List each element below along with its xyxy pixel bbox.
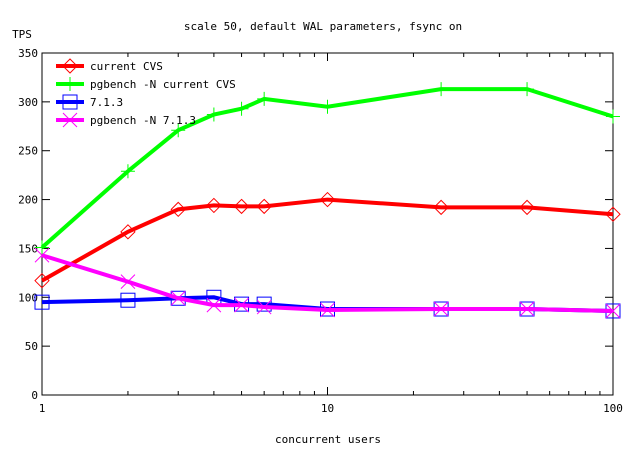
- cross-marker: [256, 299, 272, 315]
- diamond-marker: [170, 201, 186, 218]
- y-tick-label: 300: [18, 96, 38, 109]
- cross-marker: [433, 301, 449, 317]
- series-line: [41, 253, 614, 313]
- cross-marker: [320, 302, 335, 318]
- cross-marker: [605, 303, 621, 319]
- cross-marker: [34, 247, 50, 263]
- legend: current CVS pgbench -N current CVS 7.1.3 pg…: [56, 58, 236, 128]
- series-0: [34, 191, 621, 289]
- x-tick-label: 1: [39, 402, 46, 415]
- plus-marker: [606, 109, 620, 124]
- cross-marker: [62, 112, 78, 128]
- diamond-marker: [319, 191, 336, 208]
- diamond-marker: [519, 199, 535, 216]
- plus-marker: [35, 240, 49, 255]
- y-tick-label: 200: [18, 194, 38, 207]
- y-tick-label: 350: [18, 47, 38, 60]
- plus-marker: [434, 82, 449, 97]
- legend-label: 7.1.3: [90, 96, 123, 109]
- square-marker: [34, 294, 50, 310]
- cross-marker: [206, 297, 222, 313]
- plus-marker: [257, 91, 272, 106]
- diamond-marker: [120, 224, 136, 240]
- y-tick-label: 250: [18, 145, 38, 158]
- legend-label: pgbench -N current CVS: [90, 78, 236, 91]
- plus-marker: [120, 164, 135, 179]
- series-line: [40, 87, 614, 249]
- series-line: [41, 197, 614, 283]
- diamond-marker: [256, 198, 272, 215]
- y-tick-label: 50: [25, 340, 38, 353]
- diamond-marker: [433, 199, 449, 216]
- square-marker: [120, 292, 136, 308]
- diamond-marker: [605, 206, 621, 222]
- y-tick-label: 100: [18, 291, 38, 304]
- diamond-marker: [62, 58, 78, 74]
- chart-title: scale 50, default WAL parameters, fsync …: [184, 20, 462, 33]
- cross-marker: [234, 297, 249, 313]
- legend-label: current CVS: [90, 60, 163, 73]
- plus-marker: [320, 99, 335, 114]
- square-marker: [256, 296, 272, 312]
- plus-marker: [206, 107, 221, 122]
- plus-marker: [171, 123, 186, 138]
- cross-marker: [170, 290, 186, 306]
- plus-marker: [63, 77, 77, 91]
- series-3: [34, 247, 621, 319]
- cross-marker: [519, 301, 535, 317]
- y-axis-label: TPS: [12, 28, 32, 41]
- diamond-marker: [206, 197, 222, 214]
- diamond-marker: [233, 198, 250, 215]
- x-axis-label: concurrent users: [275, 433, 381, 446]
- series-1: [35, 82, 620, 255]
- square-marker: [62, 94, 78, 110]
- legend-label: pgbench -N 7.1.3: [90, 114, 196, 127]
- diamond-marker: [34, 272, 50, 289]
- y-tick-label: 150: [18, 242, 38, 255]
- plus-marker: [234, 101, 249, 116]
- cross-marker: [120, 274, 136, 290]
- x-tick-label: 10: [321, 402, 334, 415]
- x-tick-label: 100: [603, 402, 623, 415]
- plus-marker: [520, 82, 535, 97]
- y-tick-label: 0: [31, 389, 38, 402]
